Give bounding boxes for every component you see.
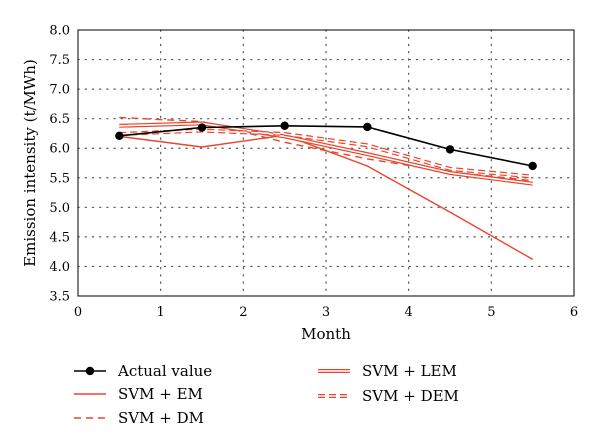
x-tick-label: 5 bbox=[487, 305, 495, 320]
x-tick-label: 6 bbox=[570, 305, 578, 320]
x-tick-label: 2 bbox=[239, 305, 247, 320]
legend-item-svm-dem: SVM + DEM bbox=[318, 387, 459, 405]
data-point bbox=[115, 131, 124, 141]
legend: Actual value SVM + EM SVM + DM SVM + LEM SVM… bbox=[74, 362, 459, 427]
y-axis-title: Emission intensity (t/MWh) bbox=[21, 59, 39, 267]
data-point bbox=[280, 121, 289, 130]
y-tick-label: 7.5 bbox=[49, 53, 70, 68]
y-tick-label: 5.0 bbox=[49, 201, 70, 216]
series-svm-lem-line-inner bbox=[119, 122, 533, 185]
data-point bbox=[197, 123, 207, 132]
legend-label-svm-em: SVM + EM bbox=[118, 385, 203, 403]
data-point bbox=[363, 122, 372, 132]
legend-item-actual-value: Actual value bbox=[74, 362, 212, 380]
x-tick-label: 3 bbox=[322, 305, 330, 320]
y-tick-label: 6.5 bbox=[49, 112, 70, 127]
x-tick-label: 1 bbox=[157, 305, 165, 320]
series bbox=[115, 116, 537, 261]
legend-label-actual-value: Actual value bbox=[117, 362, 212, 380]
y-tick-label: 4.0 bbox=[49, 260, 70, 275]
legend-item-svm-lem: SVM + LEM bbox=[318, 362, 457, 380]
plot-frame bbox=[77, 29, 575, 297]
series-actual-value bbox=[115, 121, 537, 171]
x-tick-label: 4 bbox=[405, 305, 413, 320]
series-svm-dem bbox=[119, 128, 533, 179]
y-tick-label: 5.5 bbox=[49, 171, 70, 186]
data-point bbox=[528, 161, 537, 171]
y-tick-label: 7.0 bbox=[49, 83, 70, 98]
legend-label-svm-dm: SVM + DM bbox=[118, 409, 204, 427]
y-tick-label: 3.5 bbox=[49, 290, 70, 305]
legend-item-svm-dm: SVM + DM bbox=[74, 409, 204, 427]
legend-label-svm-lem: SVM + LEM bbox=[362, 362, 457, 380]
legend-item-svm-em: SVM + EM bbox=[74, 385, 203, 403]
series-svm-lem bbox=[119, 121, 533, 186]
series-actual-value-line bbox=[119, 124, 533, 167]
legend-label-svm-dem: SVM + DEM bbox=[362, 387, 459, 405]
y-tick-label: 4.5 bbox=[49, 230, 70, 245]
axis-ticks: 0 1 2 3 4 5 6 3.5 4.0 4.5 5.0 5.5 6.0 6.5 7.0 7.5 8.0 bbox=[49, 24, 578, 321]
x-axis-title: Month bbox=[301, 325, 351, 343]
data-point bbox=[445, 145, 455, 154]
x-tick-label: 0 bbox=[74, 305, 82, 320]
y-tick-label: 6.0 bbox=[49, 142, 70, 157]
legend-marker bbox=[85, 366, 95, 376]
y-tick-label: 8.0 bbox=[49, 24, 70, 39]
grid bbox=[77, 29, 575, 297]
series-svm-dem-line-inner bbox=[119, 129, 533, 178]
